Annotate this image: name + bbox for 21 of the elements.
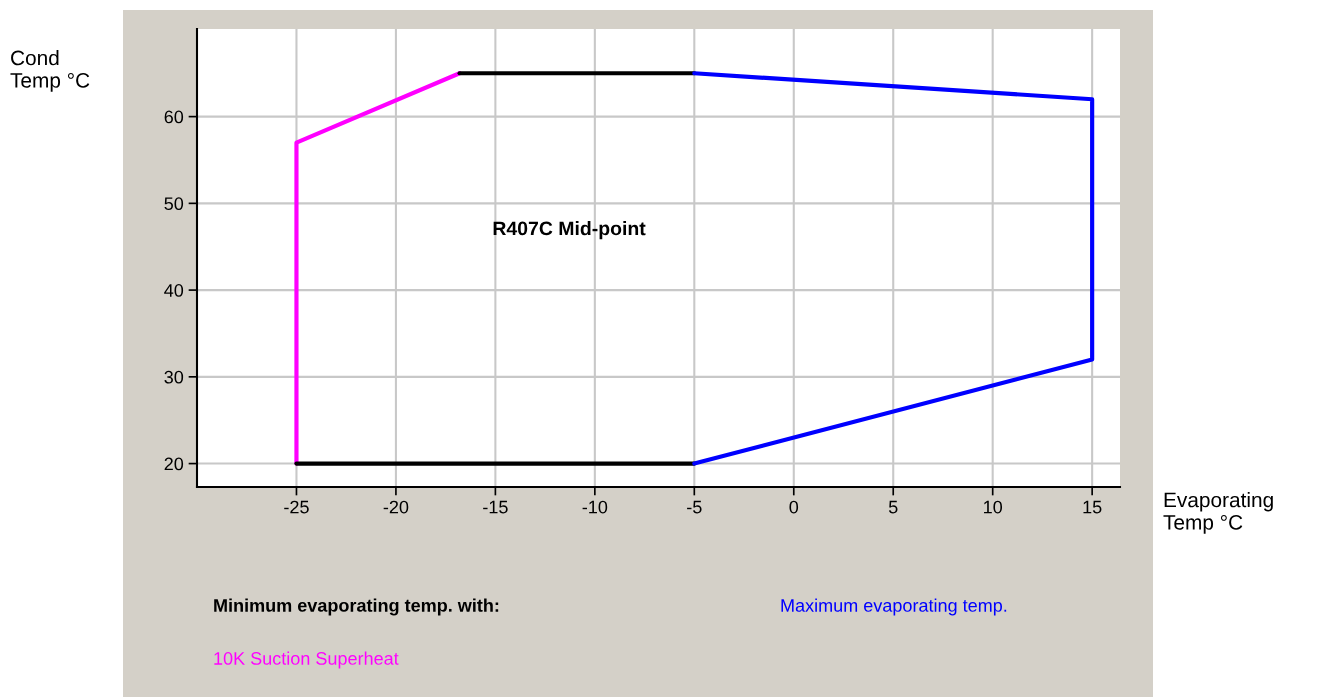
y-tick-label: 30 (164, 370, 184, 384)
x-tick-label: -20 (383, 500, 409, 514)
y-tick-label: 20 (164, 457, 184, 471)
x-tick-label: 15 (1083, 500, 1102, 514)
x-tick-label: -5 (687, 500, 702, 514)
y-tick-label: 50 (164, 197, 184, 211)
text: Maximum evaporating temp. (781, 598, 1007, 616)
x-tick-label: -10 (582, 500, 608, 514)
y-axis-title: Cond Temp °C (10, 50, 90, 92)
x-tick-label: 0 (789, 500, 799, 514)
x-tick-label: 10 (984, 500, 1003, 514)
x-tick-label: -15 (483, 500, 508, 514)
text: R407C Mid-point (493, 221, 646, 240)
x-tick-label: -25 (284, 500, 309, 514)
x-axis-title: Evaporating Temp °C (1163, 492, 1273, 534)
line-series (692, 71, 1095, 466)
text: Minimum evaporating temp. with: (214, 598, 499, 616)
x-tick-label: 5 (888, 500, 898, 514)
y-tick-label: 60 (164, 110, 184, 124)
text: 10K Suction Superheat (214, 651, 399, 669)
y-tick-label: 40 (164, 284, 184, 297)
